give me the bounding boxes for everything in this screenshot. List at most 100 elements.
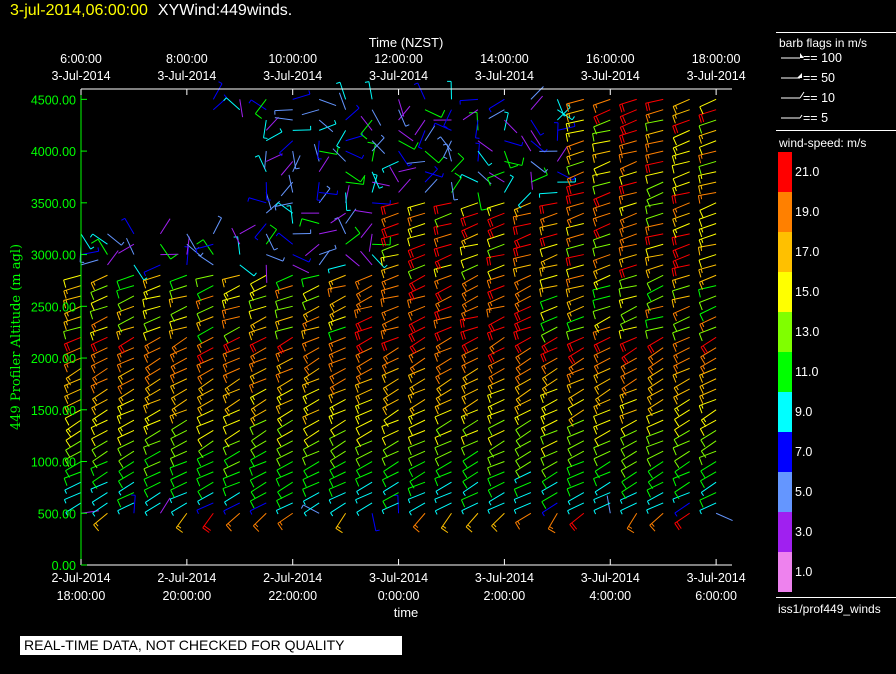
- barb-flag-10: [196, 345, 202, 353]
- barb-flag-10: [222, 426, 227, 435]
- wind-barb: [593, 274, 611, 291]
- barb-staff: [197, 481, 214, 492]
- wind-barb: [303, 419, 320, 437]
- wind-barb: [302, 440, 320, 457]
- wind-barb: [117, 378, 135, 395]
- barb-flag-10: [620, 438, 625, 446]
- wind-barb: [276, 440, 293, 457]
- barb-staff: [530, 119, 541, 136]
- barb-flag-5: [700, 268, 703, 274]
- barb-flag-10: [487, 478, 492, 487]
- barb-flag-10: [649, 344, 655, 353]
- barb-flag-10: [169, 321, 173, 330]
- barb-flag-10: [565, 248, 570, 257]
- barb-flag-5: [675, 386, 679, 391]
- barb-flag-10: [222, 488, 227, 497]
- wind-barb: [266, 254, 285, 262]
- barb-flag-10: [515, 357, 521, 365]
- wind-barb: [621, 450, 637, 468]
- wind-barb: [143, 481, 161, 498]
- barb-staff: [434, 212, 452, 221]
- wind-barb: [263, 119, 268, 139]
- barb-staff: [408, 347, 426, 357]
- x2-tick-time: 8:00:00: [166, 52, 208, 66]
- wind-barb: [91, 430, 108, 447]
- speed-color-swatch: [778, 232, 792, 272]
- wind-barb: [515, 461, 532, 479]
- wind-barb: [645, 243, 664, 258]
- wind-barb: [131, 494, 136, 514]
- barb-flag-10: [647, 236, 651, 245]
- barb-flag-10: [142, 280, 147, 289]
- wind-barb: [565, 274, 584, 288]
- barb-flag-10: [672, 261, 677, 269]
- barb-flag-5: [66, 384, 69, 389]
- barb-staff: [63, 326, 82, 333]
- wind-barb: [356, 502, 373, 516]
- barb-staff: [303, 419, 320, 430]
- wind-barb: [646, 285, 664, 302]
- barb-flag-10: [647, 388, 653, 396]
- barb-staff: [557, 109, 573, 121]
- barb-staff: [593, 212, 611, 220]
- barb-flag-10: [169, 281, 174, 290]
- barb-flag-10: [362, 176, 365, 185]
- wind-barb: [540, 419, 558, 436]
- wind-barb: [565, 109, 584, 123]
- barb-staff: [90, 378, 108, 387]
- barb-staff: [556, 122, 559, 141]
- barb-flag-5: [699, 510, 702, 515]
- barb-staff: [409, 336, 426, 348]
- barb-flag-10: [410, 333, 416, 342]
- wind-barb: [356, 357, 373, 375]
- barb-staff: [319, 150, 337, 155]
- barb-flag-5: [504, 111, 509, 114]
- barb-flag-10: [619, 135, 623, 144]
- barb-flag-10: [441, 527, 449, 534]
- wind-barb: [565, 191, 584, 205]
- barb-flag-5: [517, 205, 522, 209]
- barb-flag-10: [408, 334, 413, 343]
- barb-staff: [514, 274, 532, 284]
- wind-barb: [699, 98, 717, 115]
- barb-staff: [700, 347, 717, 358]
- barb-staff: [263, 119, 267, 138]
- barb-staff: [280, 181, 294, 197]
- wind-barb: [277, 481, 293, 499]
- barb-flag-5: [65, 299, 68, 304]
- barb-flag-10: [328, 343, 333, 352]
- barb-staff: [143, 440, 161, 448]
- barb-flag-10: [593, 282, 598, 291]
- wind-barb: [698, 150, 717, 164]
- barb-staff: [277, 419, 293, 430]
- barb-flag-10: [674, 408, 680, 417]
- barb-staff: [90, 295, 108, 304]
- barb-flag-10: [699, 396, 704, 404]
- barb-flag-5: [224, 309, 227, 315]
- barb-staff: [381, 223, 399, 231]
- barb-flag-10: [566, 186, 570, 195]
- barb-staff: [144, 388, 161, 399]
- wind-barb: [539, 233, 558, 247]
- barb-staff: [90, 285, 108, 293]
- barb-flag-5: [647, 269, 651, 274]
- wind-barb: [557, 178, 576, 183]
- barb-staff: [92, 502, 108, 514]
- barb-flag-10: [170, 397, 176, 406]
- barb-flag-5: [569, 177, 572, 182]
- wind-barb: [566, 461, 584, 476]
- wind-barb: [368, 233, 373, 252]
- wind-barb: [487, 502, 505, 514]
- wind-barb: [302, 285, 320, 302]
- barb-flag-10: [64, 418, 70, 426]
- barb-flag-5: [92, 512, 96, 517]
- barb-flag-10: [593, 426, 598, 435]
- barb-staff: [541, 357, 558, 368]
- barb-flag-10: [674, 260, 679, 268]
- barb-staff: [700, 471, 717, 482]
- barb-staff: [222, 274, 240, 281]
- wind-barb: [328, 388, 346, 404]
- wind-barb: [645, 326, 664, 339]
- barb-flag-10: [196, 458, 202, 467]
- barb-flag-5: [544, 376, 548, 381]
